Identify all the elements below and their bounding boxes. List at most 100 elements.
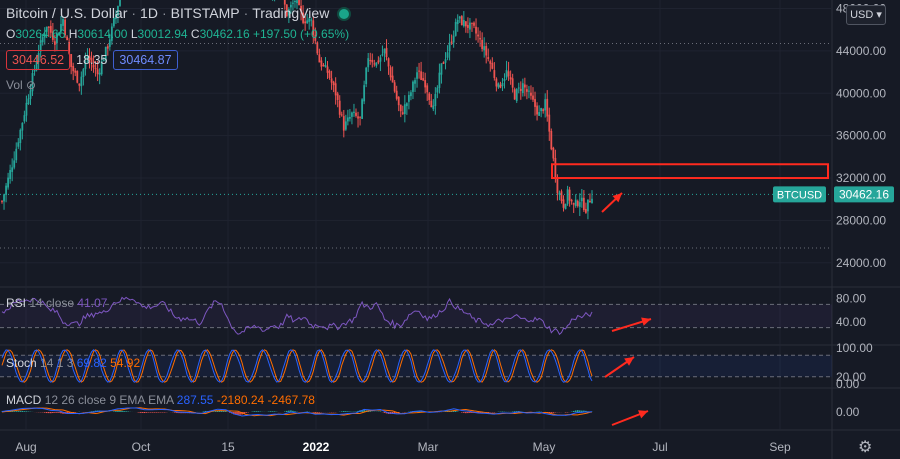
candle-body	[377, 60, 380, 63]
macd-hist-bar	[345, 411, 347, 412]
candle-body	[521, 83, 524, 94]
currency-dropdown[interactable]: USD ▾	[846, 5, 886, 25]
candle-body	[31, 73, 34, 92]
candle-body	[344, 121, 347, 130]
candle-body	[15, 148, 18, 161]
candle-body	[88, 55, 91, 60]
candle-body	[353, 111, 355, 113]
macd-hist-bar	[294, 411, 296, 412]
candle-body	[556, 177, 559, 194]
resistance-zone-box	[551, 163, 829, 180]
arrow-head	[638, 410, 648, 419]
candle-body	[330, 78, 333, 83]
candle-body	[86, 56, 89, 60]
candle-body	[523, 84, 526, 88]
candle-body	[348, 116, 351, 119]
rsi-legend[interactable]: RSI 14 close 41.07	[6, 296, 108, 310]
gear-icon[interactable]: ⚙	[858, 439, 873, 456]
candle-body	[84, 61, 87, 70]
macd-hist-bar	[25, 411, 28, 412]
candle-body	[552, 147, 555, 159]
macd-line	[1, 407, 593, 417]
candle-body	[570, 199, 573, 202]
macd-hist-bar	[467, 412, 469, 414]
candle-body	[359, 116, 361, 118]
macd-hist-bar	[574, 410, 577, 412]
candle-body	[112, 17, 115, 27]
candle-body	[41, 37, 44, 43]
candle-body	[287, 9, 290, 16]
candle-body	[56, 33, 58, 44]
macd-hist-bar	[157, 412, 160, 413]
candle-body	[517, 87, 520, 89]
open-value: 30264.66	[15, 27, 66, 41]
candle-body	[489, 61, 492, 64]
macd-hist-bar	[357, 410, 359, 412]
macd-hist-bar	[361, 410, 363, 412]
ohlc-readout: O30264.66 H30614.00 L30012.94 C30462.16 …	[6, 27, 350, 41]
macd-legend[interactable]: MACD 12 26 close 9 EMA EMA 287.55 -2180.…	[6, 393, 315, 407]
candle-body	[456, 19, 459, 25]
macd-hist-bar	[117, 410, 119, 412]
candle-body	[300, 5, 302, 12]
candle-body	[422, 78, 425, 81]
macd-hist-bar	[420, 410, 422, 412]
candle-body	[460, 16, 463, 26]
sell-price-box[interactable]: 30446.52	[6, 50, 71, 70]
macd-hist-bar	[454, 411, 457, 412]
stoch-legend[interactable]: Stoch 14 1 3 69.82 54.92	[6, 356, 141, 370]
candle-body	[33, 69, 36, 72]
macd-hist-bar	[127, 411, 129, 412]
candle-body	[458, 16, 461, 19]
candle-body	[336, 93, 339, 101]
candle-body	[292, 2, 294, 4]
candle-body	[525, 89, 528, 92]
time-tick-label: Oct	[132, 440, 151, 454]
macd-hist-bar	[11, 411, 13, 412]
candle-body	[580, 197, 583, 202]
macd-hist-bar	[550, 412, 553, 413]
macd-hist-bar	[316, 412, 319, 413]
macd-hist-bar	[452, 410, 455, 412]
buy-price-box[interactable]: 30464.87	[113, 50, 178, 70]
candle-body	[314, 34, 317, 41]
candle-body	[369, 60, 372, 62]
candle-body	[444, 59, 447, 63]
macd-hist-bar	[218, 410, 221, 412]
time-axis[interactable]: Aug Oct 15 2022 Mar May Jul Sep	[15, 440, 791, 454]
macd-hist-bar	[202, 411, 205, 412]
low-value: 30012.94	[137, 27, 188, 41]
rsi-pane	[0, 296, 832, 336]
candle-body	[511, 78, 514, 88]
macd-hist-bar	[121, 410, 123, 412]
volume-label[interactable]: Vol ⊘	[6, 78, 37, 92]
interval[interactable]: 1D	[140, 5, 158, 21]
candle-body	[442, 62, 445, 64]
price-axis[interactable]: 48000.0044000.0040000.0036000.0032000.00…	[773, 1, 894, 419]
candle-body	[532, 95, 534, 100]
candle-body	[536, 105, 538, 115]
close-value: 30462.16	[199, 27, 250, 41]
macd-hist-bar	[216, 410, 219, 412]
candle-body	[74, 70, 77, 73]
macd-hist-bar	[576, 410, 579, 412]
macd-hist-bar	[147, 412, 150, 413]
candle-body	[428, 93, 431, 100]
price-tick-label: 28000.00	[836, 213, 886, 227]
candle-body	[534, 99, 536, 107]
candle-body	[572, 203, 575, 205]
candle-body	[104, 46, 107, 60]
candle-body	[385, 47, 388, 58]
candle-body	[420, 71, 423, 80]
candle-body	[485, 46, 488, 56]
time-tick-label: 15	[221, 440, 235, 454]
candle-body	[49, 25, 52, 33]
candle-body	[507, 71, 510, 77]
candle-body	[407, 95, 410, 102]
candle-body	[501, 82, 504, 87]
macd-hist-bar	[292, 410, 294, 412]
macd-hist-bar	[583, 410, 585, 412]
platform-name: TradingView	[252, 5, 330, 21]
symbol-name[interactable]: Bitcoin / U.S. Dollar	[6, 5, 128, 21]
